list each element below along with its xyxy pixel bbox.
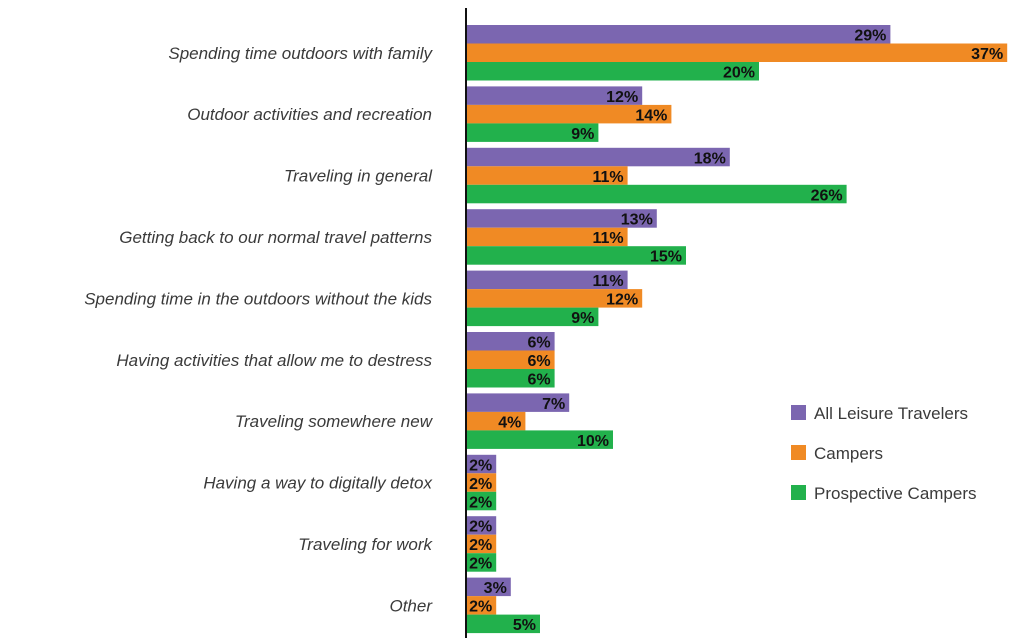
value-label-prospective-campers-other: 5%: [513, 617, 536, 634]
value-label-prospective-campers-traveling-for-work: 2%: [469, 556, 492, 573]
value-label-prospective-campers-traveling-in-general: 26%: [811, 187, 843, 204]
bar-all-leisure-travelers-having-a-way-to-digitally-detox: [467, 454, 497, 474]
bar-all-leisure-travelers-traveling-somewhere-new: [467, 393, 570, 412]
bar-campers-outdoor-activities-and-recreation: [467, 104, 672, 124]
value-label-all-leisure-travelers-spending-time-outdoors-with-family: 29%: [854, 28, 886, 45]
value-label-all-leisure-travelers-having-activities-that-allow-me-to-destress: 6%: [527, 335, 550, 352]
bar-campers-getting-back-to-our-normal-travel-patterns: [467, 227, 628, 247]
legend-swatch-all-leisure-travelers: [791, 405, 806, 420]
value-label-campers-traveling-for-work: 2%: [469, 537, 492, 554]
bar-prospective-campers-having-activities-that-allow-me-to-destress: [467, 369, 555, 388]
category-label-other: Other: [389, 596, 433, 615]
value-label-campers-other: 2%: [469, 599, 492, 616]
bar-prospective-campers-traveling-somewhere-new: [467, 430, 613, 449]
bar-all-leisure-travelers-spending-time-in-the-outdoors-without-the-kids: [467, 270, 628, 290]
category-label-traveling-somewhere-new: Traveling somewhere new: [235, 412, 434, 431]
bar-prospective-campers-getting-back-to-our-normal-travel-patterns: [467, 246, 686, 265]
category-label-having-activities-that-allow-me-to-destress: Having activities that allow me to destr…: [116, 351, 432, 370]
category-labels: Spending time outdoors with family Outdoo…: [84, 44, 433, 616]
legend-swatch-campers: [791, 445, 806, 460]
legend-label-prospective-campers: Prospective Campers: [814, 484, 977, 503]
legend-swatch-prospective-campers: [791, 485, 806, 500]
value-label-prospective-campers-outdoor-activities-and-recreation: 9%: [571, 126, 594, 143]
bar-prospective-campers-spending-time-in-the-outdoors-without-the-kids: [467, 307, 599, 327]
value-label-all-leisure-travelers-traveling-in-general: 18%: [694, 150, 726, 167]
bar-all-leisure-travelers-getting-back-to-our-normal-travel-patterns: [467, 209, 657, 228]
value-label-all-leisure-travelers-other: 3%: [484, 580, 507, 597]
bar-prospective-campers-traveling-for-work: [467, 553, 497, 572]
bar-all-leisure-travelers-other: [467, 577, 511, 597]
value-label-all-leisure-travelers-having-a-way-to-digitally-detox: 2%: [469, 457, 492, 474]
value-label-campers-having-a-way-to-digitally-detox: 2%: [469, 476, 492, 493]
bar-prospective-campers-having-a-way-to-digitally-detox: [467, 491, 497, 511]
value-label-campers-traveling-in-general: 11%: [592, 169, 623, 186]
category-label-spending-time-in-the-outdoors-without-the-kids: Spending time in the outdoors without th…: [84, 289, 432, 308]
value-label-prospective-campers-having-a-way-to-digitally-detox: 2%: [469, 494, 492, 511]
category-label-outdoor-activities-and-recreation: Outdoor activities and recreation: [187, 105, 432, 124]
value-label-all-leisure-travelers-getting-back-to-our-normal-travel-patterns: 13%: [621, 212, 653, 229]
bar-all-leisure-travelers-traveling-in-general: [467, 147, 730, 167]
category-label-spending-time-outdoors-with-family: Spending time outdoors with family: [168, 44, 433, 63]
bar-all-leisure-travelers-having-activities-that-allow-me-to-destress: [467, 332, 555, 351]
bar-campers-traveling-for-work: [467, 534, 497, 554]
bar-campers-having-a-way-to-digitally-detox: [467, 473, 497, 492]
value-label-all-leisure-travelers-traveling-for-work: 2%: [469, 519, 492, 536]
bar-campers-spending-time-outdoors-with-family: [467, 43, 1008, 62]
value-label-all-leisure-travelers-traveling-somewhere-new: 7%: [542, 396, 565, 413]
bar-campers-other: [467, 596, 497, 615]
value-label-campers-outdoor-activities-and-recreation: 14%: [635, 107, 667, 124]
legend-label-all-leisure-travelers: All Leisure Travelers: [814, 404, 968, 423]
legend-label-campers: Campers: [814, 444, 883, 463]
value-label-all-leisure-travelers-outdoor-activities-and-recreation: 12%: [606, 89, 638, 106]
value-label-campers-spending-time-in-the-outdoors-without-the-kids: 12%: [606, 292, 638, 309]
bar-all-leisure-travelers-traveling-for-work: [467, 516, 497, 535]
category-label-getting-back-to-our-normal-travel-patterns: Getting back to our normal travel patter…: [119, 228, 432, 247]
category-label-traveling-for-work: Traveling for work: [298, 535, 433, 554]
value-labels: 29%37%20%12%14%9%18%11%26%13%11%15%11%12…: [469, 28, 1003, 635]
value-label-campers-spending-time-outdoors-with-family: 37%: [971, 46, 1003, 63]
value-label-prospective-campers-spending-time-in-the-outdoors-without-the-kids: 9%: [571, 310, 594, 327]
value-label-prospective-campers-spending-time-outdoors-with-family: 20%: [723, 65, 755, 82]
bar-campers-spending-time-in-the-outdoors-without-the-kids: [467, 289, 643, 308]
bar-all-leisure-travelers-spending-time-outdoors-with-family: [467, 25, 891, 44]
bars-layer: [467, 25, 1008, 634]
bar-prospective-campers-outdoor-activities-and-recreation: [467, 123, 599, 142]
category-label-having-a-way-to-digitally-detox: Having a way to digitally detox: [203, 474, 432, 493]
bar-campers-traveling-in-general: [467, 166, 628, 185]
bar-campers-traveling-somewhere-new: [467, 411, 526, 431]
value-label-all-leisure-travelers-spending-time-in-the-outdoors-without-the-kids: 11%: [592, 273, 623, 290]
value-label-prospective-campers-traveling-somewhere-new: 10%: [577, 433, 609, 450]
bar-all-leisure-travelers-outdoor-activities-and-recreation: [467, 86, 643, 105]
value-label-prospective-campers-getting-back-to-our-normal-travel-patterns: 15%: [650, 249, 682, 266]
bar-campers-having-activities-that-allow-me-to-destress: [467, 350, 555, 369]
value-label-campers-getting-back-to-our-normal-travel-patterns: 11%: [592, 230, 623, 247]
value-label-campers-having-activities-that-allow-me-to-destress: 6%: [527, 353, 550, 370]
bar-prospective-campers-spending-time-outdoors-with-family: [467, 62, 759, 81]
bar-prospective-campers-other: [467, 614, 540, 634]
legend: All Leisure Travelers Campers Prospective …: [791, 404, 977, 503]
category-label-traveling-in-general: Traveling in general: [284, 167, 433, 186]
value-label-prospective-campers-having-activities-that-allow-me-to-destress: 6%: [527, 372, 550, 389]
bar-prospective-campers-traveling-in-general: [467, 184, 847, 204]
value-label-campers-traveling-somewhere-new: 4%: [498, 414, 521, 431]
